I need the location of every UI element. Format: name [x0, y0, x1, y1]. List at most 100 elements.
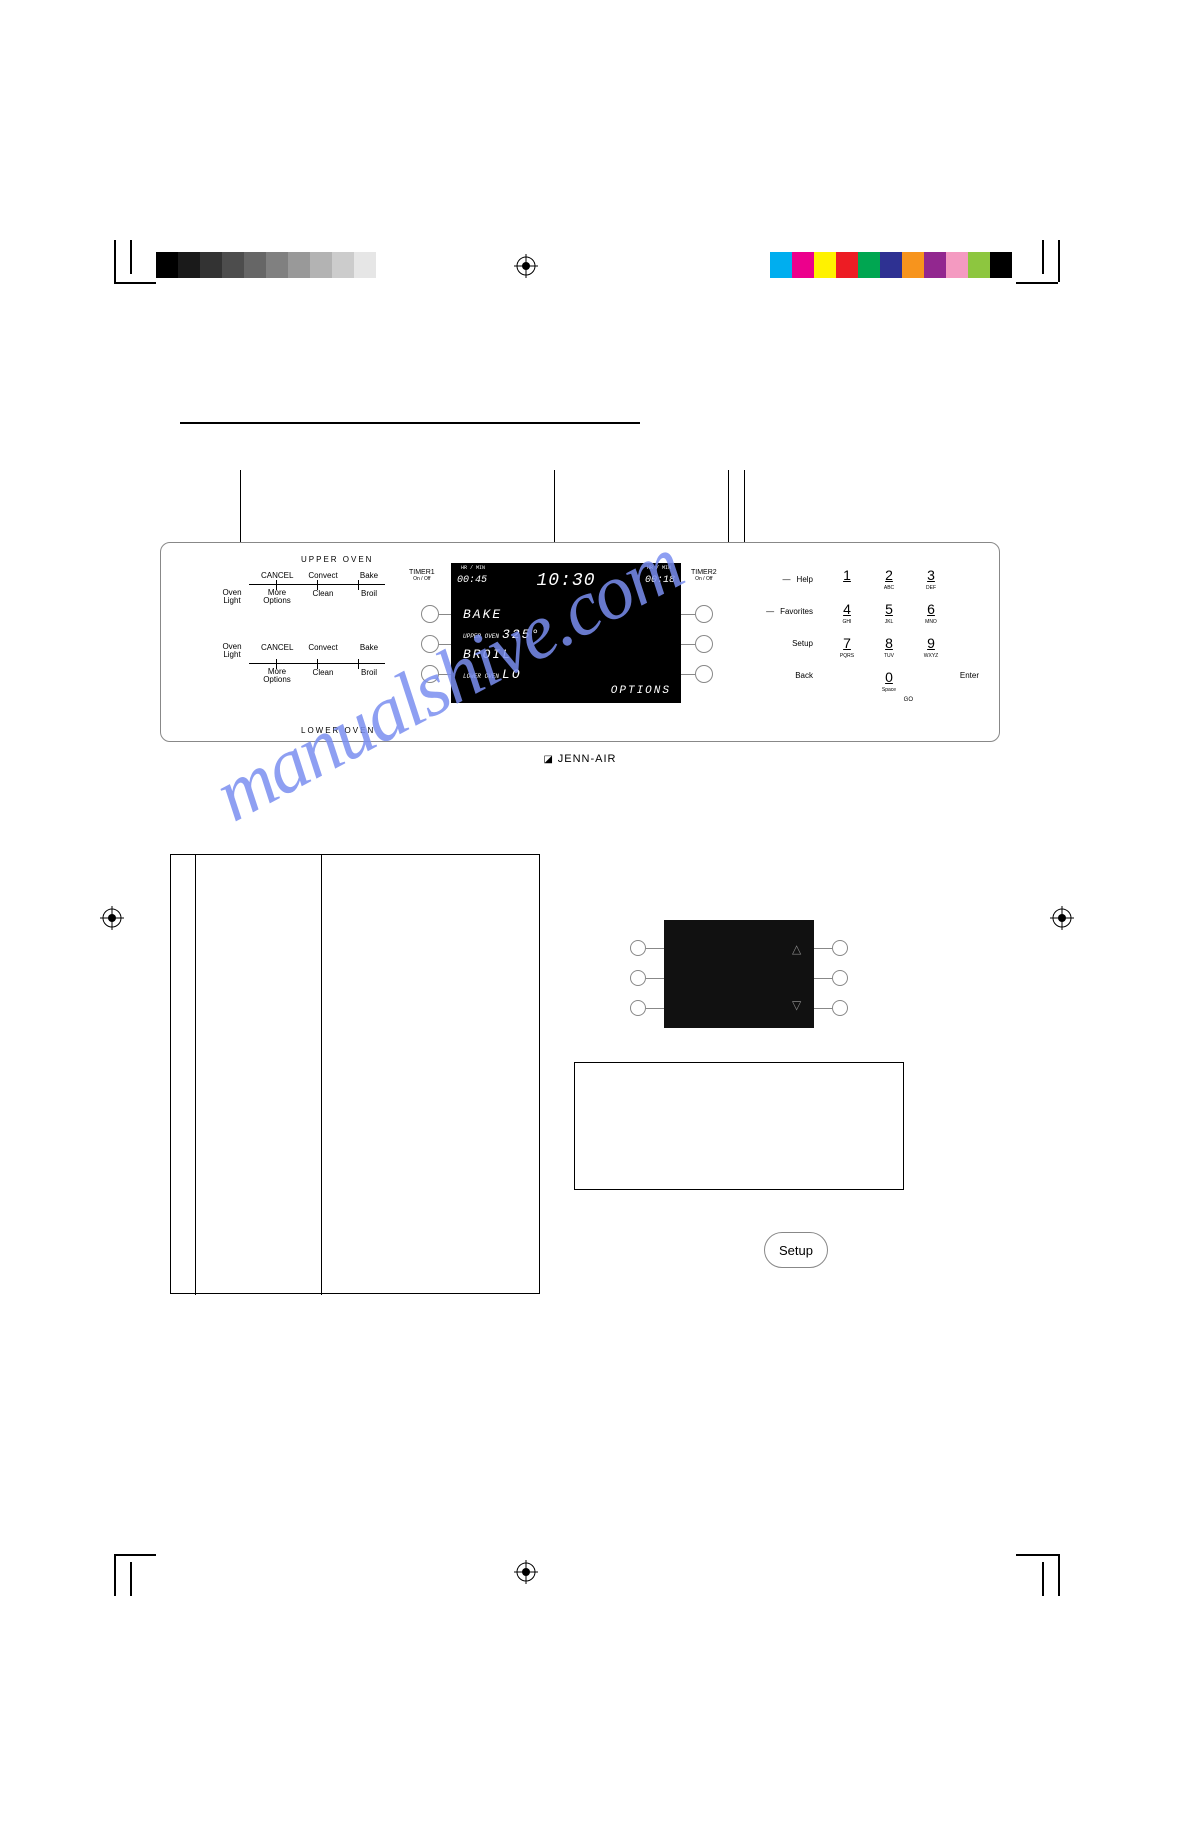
context-button[interactable]: [630, 940, 646, 956]
timer2-label[interactable]: TIMER2 On / Off: [691, 569, 717, 582]
connector: [681, 674, 695, 675]
crop-mark: [114, 1554, 156, 1556]
enter-label[interactable]: Enter: [960, 671, 979, 680]
more-options-button[interactable]: More Options: [261, 668, 293, 684]
leader-line: [744, 470, 745, 542]
lcd-prefix: LOWER OVEN: [463, 673, 499, 680]
context-button[interactable]: [695, 665, 713, 683]
keypad-key-5[interactable]: 5JKL: [876, 601, 902, 625]
crop-mark: [114, 1554, 116, 1596]
swatch: [200, 252, 222, 278]
swatch: [968, 252, 990, 278]
context-button[interactable]: [832, 940, 848, 956]
leader-line: [554, 470, 555, 542]
swatch: [902, 252, 924, 278]
broil-button[interactable]: Broil: [353, 589, 385, 605]
lcd-display: HR / MIN HR / MIN 00:45 10:30 00:18 BAKE…: [451, 563, 681, 703]
leader-line: [728, 470, 729, 542]
keypad-key-2[interactable]: 2ABC: [876, 567, 902, 591]
keypad-key-9[interactable]: 9WXYZ: [918, 635, 944, 659]
section-rule: [180, 422, 640, 424]
context-button[interactable]: [630, 1000, 646, 1016]
context-button[interactable]: [832, 1000, 848, 1016]
upper-oven-buttons: CANCEL Convect Bake Oven Light More Opti…: [217, 571, 385, 607]
timer1-text: TIMER1: [409, 569, 435, 576]
context-button[interactable]: [695, 635, 713, 653]
connector: [681, 644, 695, 645]
context-button[interactable]: [421, 665, 439, 683]
bake-button[interactable]: Bake: [353, 571, 385, 580]
grayscale-bar: [156, 252, 398, 278]
lcd-prefix: UPPER OVEN: [463, 633, 499, 640]
connector: [439, 674, 451, 675]
context-button[interactable]: [630, 970, 646, 986]
registration-mark-icon: [514, 254, 538, 278]
keypad-key-4[interactable]: 4GHI: [834, 601, 860, 625]
keypad-key-0[interactable]: 0Space: [876, 669, 902, 693]
swatch: [880, 252, 902, 278]
swatch: [266, 252, 288, 278]
swatch: [178, 252, 200, 278]
bake-button[interactable]: Bake: [353, 643, 385, 659]
broil-button[interactable]: Broil: [353, 668, 385, 684]
context-button[interactable]: [695, 605, 713, 623]
crop-mark: [1058, 1554, 1060, 1596]
cancel-button[interactable]: CANCEL: [261, 643, 293, 659]
swatch: [376, 252, 398, 278]
oven-light-button[interactable]: Oven Light: [217, 643, 247, 659]
keypad-key-3[interactable]: 3DEF: [918, 567, 944, 591]
context-button[interactable]: [832, 970, 848, 986]
connector: [439, 644, 451, 645]
swatch: [770, 252, 792, 278]
clean-button[interactable]: Clean: [307, 668, 339, 684]
convect-button[interactable]: Convect: [307, 571, 339, 580]
numeric-keypad: 1 2ABC 3DEF 4GHI 5JKL 6MNO 7PQRS 8TUV 9WXYZ 0Spac…: [819, 567, 959, 703]
swatch: [836, 252, 858, 278]
setup-button[interactable]: Setup: [764, 1232, 828, 1268]
context-button[interactable]: [421, 635, 439, 653]
swatch: [858, 252, 880, 278]
crop-mark: [1058, 240, 1060, 282]
context-button[interactable]: [421, 605, 439, 623]
registration-mark-icon: [514, 1560, 538, 1584]
clean-button[interactable]: Clean: [307, 589, 339, 605]
connector: [814, 978, 832, 979]
lower-oven-buttons: Oven Light CANCEL Convect Bake More Opti…: [217, 643, 385, 686]
connector: [646, 978, 664, 979]
connector: [681, 614, 695, 615]
swatch: [792, 252, 814, 278]
registration-mark-icon: [100, 906, 124, 930]
oven-light-button[interactable]: Oven Light: [217, 589, 247, 605]
lcd-line: BROIL: [463, 647, 512, 662]
leader-line: [240, 470, 241, 542]
description-box: [574, 1062, 904, 1190]
connector: [814, 948, 832, 949]
keypad-key-1[interactable]: 1: [834, 567, 860, 591]
swatch: [814, 252, 836, 278]
down-arrow-icon: ▽: [792, 998, 801, 1012]
timer2-sub: On / Off: [691, 576, 717, 582]
swatch: [222, 252, 244, 278]
help-label[interactable]: —Help: [783, 575, 813, 584]
registration-mark-icon: [1050, 906, 1074, 930]
setup-label[interactable]: Setup: [792, 639, 813, 648]
swatch: [244, 252, 266, 278]
keypad-key-7[interactable]: 7PQRS: [834, 635, 860, 659]
favorites-label[interactable]: —Favorites: [766, 607, 813, 616]
swatch: [332, 252, 354, 278]
swatch: [310, 252, 332, 278]
keypad-key-6[interactable]: 6MNO: [918, 601, 944, 625]
back-label[interactable]: Back: [795, 671, 813, 680]
more-options-button[interactable]: More Options: [261, 589, 293, 605]
crop-mark: [1042, 240, 1044, 274]
swatch: [288, 252, 310, 278]
connector: [646, 1008, 664, 1009]
swatch: [354, 252, 376, 278]
convect-button[interactable]: Convect: [307, 643, 339, 659]
keypad-key-8[interactable]: 8TUV: [876, 635, 902, 659]
timer2-value: 00:18: [645, 575, 675, 586]
cancel-button[interactable]: CANCEL: [261, 571, 293, 580]
timer1-label[interactable]: TIMER1 On / Off: [409, 569, 435, 582]
mini-display-diagram: △ ▽: [610, 920, 870, 1050]
timer2-text: TIMER2: [691, 569, 717, 576]
